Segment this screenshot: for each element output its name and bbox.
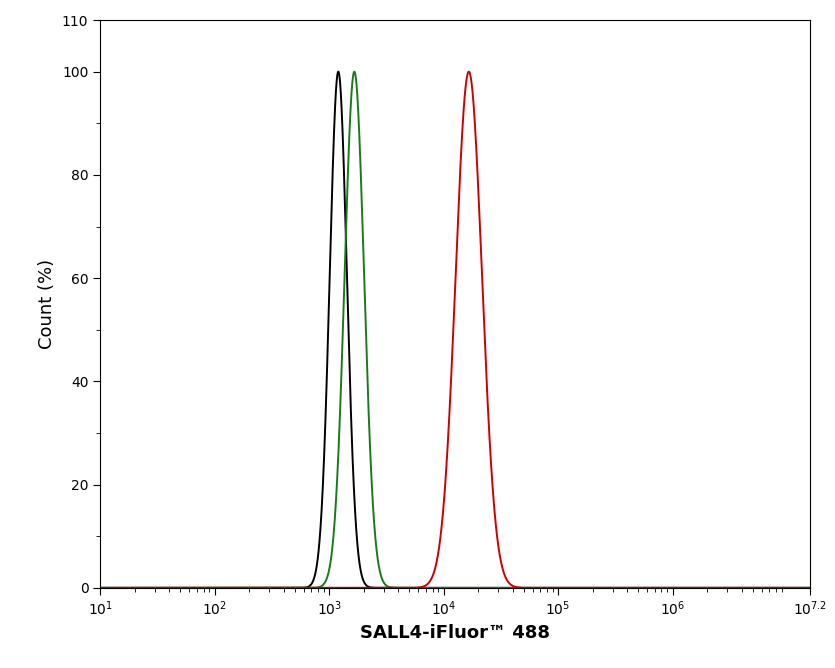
Y-axis label: Count (%): Count (%) bbox=[38, 259, 56, 349]
X-axis label: SALL4-iFluor™ 488: SALL4-iFluor™ 488 bbox=[360, 624, 550, 642]
